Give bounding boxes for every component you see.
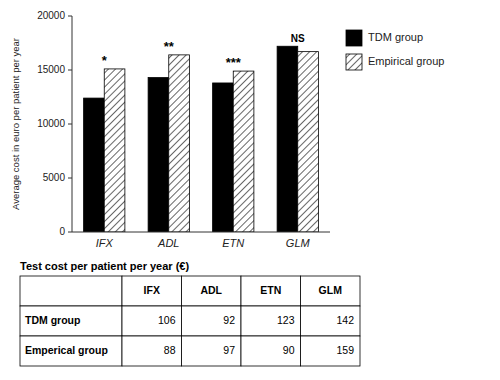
y-tick — [68, 232, 72, 233]
y-tick — [68, 178, 72, 179]
table-cell — [122, 336, 182, 366]
legend-swatch — [346, 30, 362, 46]
y-tick-label: 0 — [59, 226, 65, 237]
table-value: 159 — [336, 344, 354, 356]
table-value: 88 — [164, 344, 176, 356]
table-header: GLM — [319, 284, 343, 296]
legend-label: TDM group — [368, 31, 423, 43]
table-value: 123 — [277, 314, 295, 326]
table-cell — [20, 276, 122, 306]
y-tick-label: 20000 — [37, 10, 65, 21]
table-cell — [20, 306, 122, 336]
bar — [84, 98, 105, 232]
bar — [298, 52, 319, 232]
y-axis-label: Average cost in euro per patient per yea… — [10, 38, 21, 210]
table-cell — [182, 276, 242, 306]
bar — [148, 78, 169, 232]
table-value: 97 — [223, 344, 235, 356]
x-tick-label: ETN — [222, 237, 244, 249]
table-value: 92 — [223, 314, 235, 326]
table-value: 106 — [158, 314, 176, 326]
table-cell — [182, 336, 242, 366]
table-value: 90 — [283, 344, 295, 356]
bar — [104, 69, 125, 232]
y-tick — [68, 16, 72, 17]
chart-svg: 0 5000 10000 15000 20000 Average cost in euro… — [0, 0, 500, 380]
table-cell — [241, 276, 301, 306]
table-cell — [301, 306, 361, 336]
y-tick-label: 15000 — [37, 64, 65, 75]
table-cell — [182, 306, 242, 336]
bar — [169, 55, 190, 232]
y-tick-label: 10000 — [37, 118, 65, 129]
table-cell — [122, 306, 182, 336]
annotation: NS — [291, 33, 305, 44]
table-header: IFX — [144, 284, 160, 296]
x-axis-line — [72, 232, 330, 233]
bar — [277, 46, 298, 232]
table-value: 142 — [336, 314, 354, 326]
annotation: ** — [164, 39, 175, 54]
legend-swatch — [346, 54, 362, 70]
x-tick-label: GLM — [286, 237, 311, 249]
x-tick-label: ADL — [157, 237, 179, 249]
table-row-label: Emperical group — [25, 344, 108, 356]
table: Test cost per patient per year (€) IFX ADL… — [20, 260, 360, 366]
bar — [233, 71, 254, 232]
bar-chart: 0 5000 10000 15000 20000 Average cost in euro… — [10, 10, 445, 249]
table-header: ETN — [260, 284, 281, 296]
annotation: *** — [226, 55, 242, 70]
legend-label: Empirical group — [368, 55, 444, 67]
table-header: ADL — [200, 284, 222, 296]
table-cell — [241, 336, 301, 366]
y-axis-line — [72, 16, 73, 232]
y-tick — [68, 124, 72, 125]
chart-container: 0 5000 10000 15000 20000 Average cost in euro… — [0, 0, 500, 380]
table-cell — [301, 336, 361, 366]
x-tick-label: IFX — [96, 237, 114, 249]
table-row-label: TDM group — [25, 314, 80, 326]
y-tick-label: 5000 — [43, 172, 66, 183]
table-cell — [241, 306, 301, 336]
table-title: Test cost per patient per year (€) — [20, 260, 189, 272]
bar — [213, 83, 234, 232]
bars — [84, 46, 319, 232]
table-cell — [20, 336, 122, 366]
table-cell — [301, 276, 361, 306]
table-cell — [122, 276, 182, 306]
legend: TDM group Empirical group — [346, 30, 444, 70]
annotation: * — [102, 53, 108, 68]
y-tick — [68, 70, 72, 71]
